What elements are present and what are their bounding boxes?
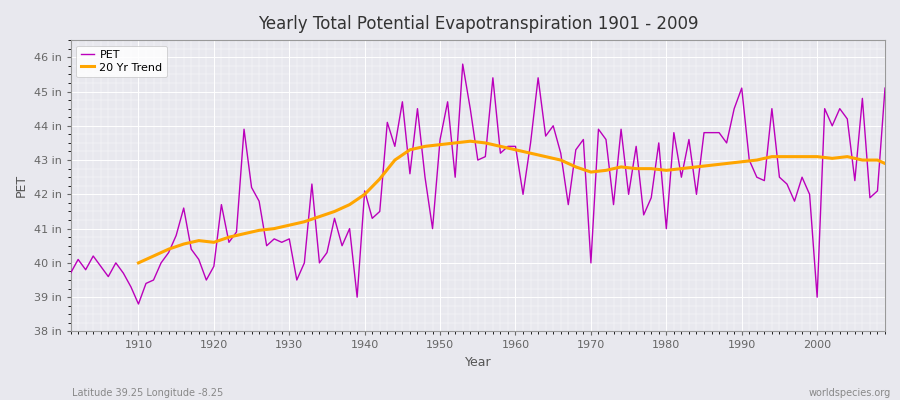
X-axis label: Year: Year [464, 356, 491, 369]
PET [125, 284, 136, 289]
PET [344, 226, 355, 231]
PET [133, 302, 144, 306]
20 Yr Trend [691, 164, 702, 169]
Text: Latitude 39.25 Longitude -8.25: Latitude 39.25 Longitude -8.25 [72, 388, 223, 398]
PET [518, 192, 528, 197]
Title: Yearly Total Potential Evapotranspiration 1901 - 2009: Yearly Total Potential Evapotranspiratio… [257, 15, 698, 33]
20 Yr Trend [872, 158, 883, 162]
20 Yr Trend [374, 176, 385, 181]
PET [299, 260, 310, 265]
Line: 20 Yr Trend: 20 Yr Trend [139, 141, 885, 263]
Line: PET: PET [70, 64, 885, 304]
PET [65, 271, 76, 276]
20 Yr Trend [879, 161, 890, 166]
Y-axis label: PET: PET [15, 174, 28, 197]
20 Yr Trend [359, 192, 370, 197]
PET [526, 140, 536, 145]
20 Yr Trend [133, 260, 144, 265]
PET [616, 127, 626, 132]
Legend: PET, 20 Yr Trend: PET, 20 Yr Trend [76, 46, 167, 77]
PET [457, 62, 468, 66]
Text: worldspecies.org: worldspecies.org [809, 388, 891, 398]
20 Yr Trend [299, 219, 310, 224]
20 Yr Trend [465, 139, 476, 144]
PET [879, 86, 890, 90]
20 Yr Trend [646, 166, 657, 171]
